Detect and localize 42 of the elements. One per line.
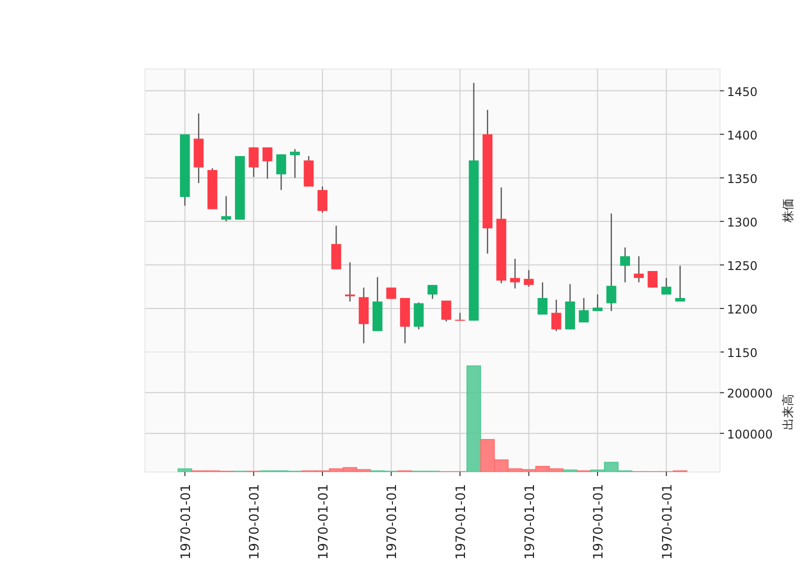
y-tick-label: 1400 <box>727 128 758 142</box>
candlestick <box>428 284 438 300</box>
y-axis-title: 出来高 <box>781 394 795 430</box>
candlestick <box>221 196 232 222</box>
candlestick <box>634 256 644 283</box>
candlestick <box>510 258 520 290</box>
candlestick <box>248 146 259 178</box>
candlestick <box>551 299 562 332</box>
x-tick-label: 1970-01-01 <box>454 484 470 560</box>
candlestick <box>524 270 534 288</box>
candlestick <box>648 270 658 288</box>
x-tick-label: 1970-01-01 <box>248 484 263 560</box>
y-tick-label: 100000 <box>727 427 773 442</box>
y-tick-label: 1450 <box>727 84 758 99</box>
candlestick <box>606 212 616 312</box>
y-tick-label: 1250 <box>727 258 758 273</box>
candlestick <box>262 146 272 180</box>
candlestick <box>290 148 300 178</box>
candlestick <box>318 186 328 214</box>
candlestick <box>386 286 396 300</box>
x-tick-label: 1970-01-01 <box>592 484 607 560</box>
x-tick-label: 1970-01-01 <box>385 484 400 560</box>
x-tick-label: 1970-01-01 <box>522 484 538 560</box>
y-tick-label: 1200 <box>727 302 758 316</box>
candlestick <box>441 300 452 322</box>
candlestick <box>538 282 548 316</box>
y-axis-title: 株価 <box>781 198 795 224</box>
candlestick <box>675 265 686 302</box>
candlestick <box>276 154 286 191</box>
candlestick <box>620 246 630 283</box>
y-tick-label: 200000 <box>727 386 773 401</box>
candlestick <box>414 302 424 330</box>
y-tick-label: 1300 <box>727 215 758 230</box>
y-tick-label: 1150 <box>727 346 758 360</box>
x-tick-label: 1970-01-01 <box>178 484 194 560</box>
candlestick <box>592 294 603 312</box>
candlestick <box>661 277 672 296</box>
y-tick-label: 1350 <box>727 172 758 186</box>
candlestick <box>345 262 355 302</box>
x-tick-label: 1970-01-01 <box>316 484 332 560</box>
x-tick-label: 1970-01-01 <box>660 484 676 560</box>
candlestick <box>578 297 589 323</box>
